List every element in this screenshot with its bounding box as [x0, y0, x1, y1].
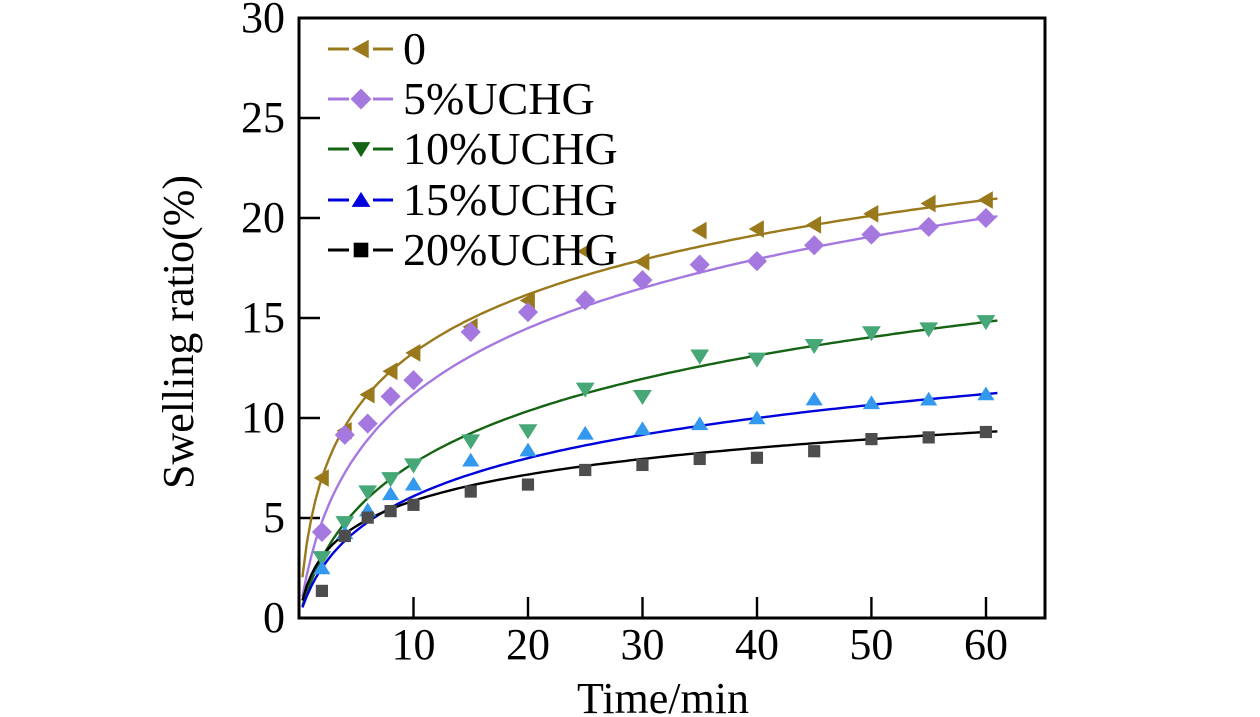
- svg-text:5%UCHG: 5%UCHG: [403, 73, 595, 124]
- svg-text:0: 0: [403, 23, 426, 74]
- svg-text:60: 60: [964, 620, 1008, 669]
- svg-text:10: 10: [241, 393, 285, 442]
- svg-text:30: 30: [241, 0, 285, 42]
- svg-text:20: 20: [506, 620, 550, 669]
- svg-text:Time/min: Time/min: [577, 674, 749, 717]
- svg-text:Swelling ratio(%): Swelling ratio(%): [154, 175, 203, 489]
- svg-text:15%UCHG: 15%UCHG: [403, 174, 618, 225]
- svg-text:25: 25: [241, 93, 285, 142]
- svg-text:10: 10: [392, 620, 436, 669]
- svg-text:30: 30: [621, 620, 665, 669]
- svg-text:20: 20: [241, 193, 285, 242]
- svg-text:20%UCHG: 20%UCHG: [403, 224, 618, 275]
- svg-text:40: 40: [735, 620, 779, 669]
- svg-text:15: 15: [241, 293, 285, 342]
- svg-text:0: 0: [263, 593, 285, 642]
- svg-text:5: 5: [263, 493, 285, 542]
- svg-text:50: 50: [849, 620, 893, 669]
- svg-text:10%UCHG: 10%UCHG: [403, 123, 618, 174]
